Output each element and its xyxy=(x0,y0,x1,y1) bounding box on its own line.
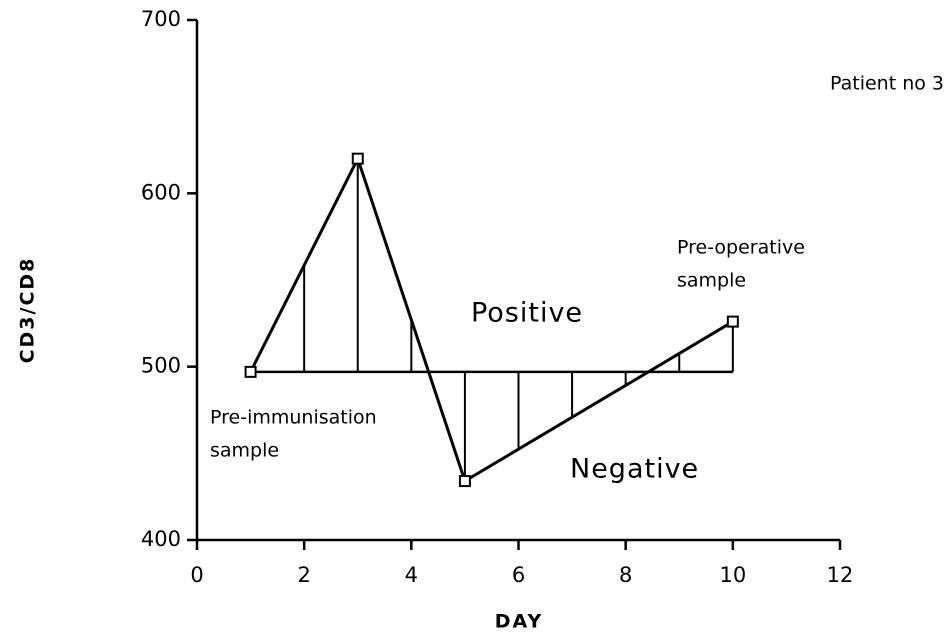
x-axis-label: DAY xyxy=(495,611,543,633)
data-point xyxy=(726,315,739,328)
x-tick-label: 0 xyxy=(190,563,203,587)
annotation: Negative xyxy=(570,454,699,485)
x-tick-label: 2 xyxy=(297,563,310,587)
annotation: sample xyxy=(677,270,746,292)
x-tick-label: 4 xyxy=(405,563,418,587)
y-tick-label: 600 xyxy=(141,180,181,204)
x-tick-label: 8 xyxy=(619,563,632,587)
y-axis-label: CD3/CD8 xyxy=(17,257,39,364)
annotation: Patient no 3 xyxy=(830,73,944,95)
y-tick-label: 500 xyxy=(141,354,181,378)
x-tick-label: 6 xyxy=(512,563,525,587)
annotation: Pre-operative xyxy=(677,237,805,259)
data-point xyxy=(244,365,257,378)
annotation: sample xyxy=(210,440,279,462)
data-point xyxy=(458,475,471,488)
y-tick-label: 700 xyxy=(141,7,181,31)
data-point xyxy=(351,152,364,165)
y-tick-label: 400 xyxy=(141,527,181,551)
data-line xyxy=(249,154,734,484)
x-tick-label: 12 xyxy=(827,563,854,587)
annotation: Pre-immunisation xyxy=(210,407,377,429)
x-tick-label: 10 xyxy=(719,563,746,587)
annotation: Positive xyxy=(471,298,583,329)
